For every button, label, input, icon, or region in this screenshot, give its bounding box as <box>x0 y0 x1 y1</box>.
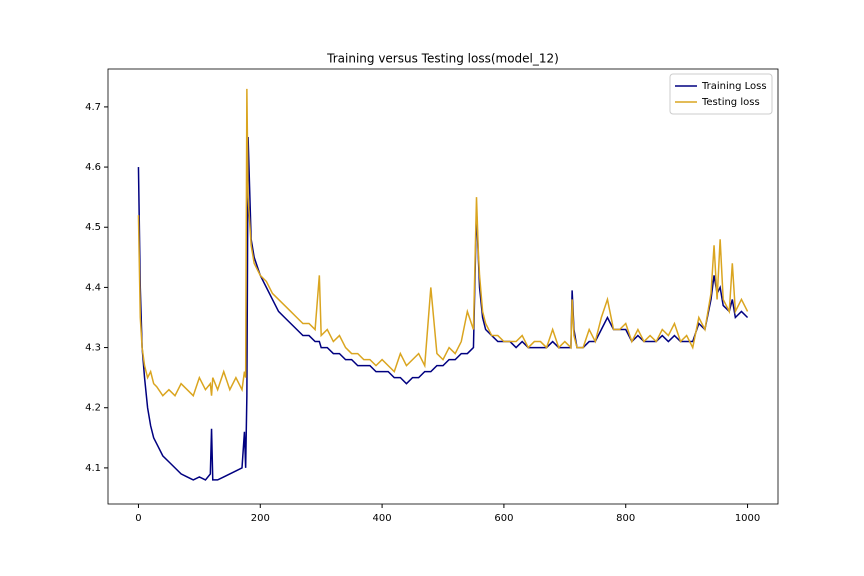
x-tick-label: 600 <box>494 513 513 524</box>
legend-label: Testing loss <box>701 97 760 108</box>
y-tick-label: 4.3 <box>85 343 101 354</box>
y-tick-label: 4.6 <box>85 162 101 173</box>
legend-label: Training Loss <box>701 81 767 92</box>
series-line <box>137 88 749 398</box>
x-tick-label: 0 <box>135 513 141 524</box>
x-tick-label: 1000 <box>735 513 760 524</box>
legend-box <box>669 73 773 115</box>
y-tick-label: 4.7 <box>85 102 101 113</box>
y-tick-label: 4.4 <box>85 282 101 293</box>
y-tick-label: 4.1 <box>85 463 101 474</box>
y-tick-label: 4.5 <box>85 222 101 233</box>
plot-frame <box>107 68 779 505</box>
y-tick-label: 4.2 <box>85 403 101 414</box>
x-tick-label: 800 <box>616 513 635 524</box>
x-tick-label: 200 <box>251 513 270 524</box>
x-tick-label: 400 <box>373 513 392 524</box>
chart-title: Training versus Testing loss(model_12) <box>326 52 559 66</box>
